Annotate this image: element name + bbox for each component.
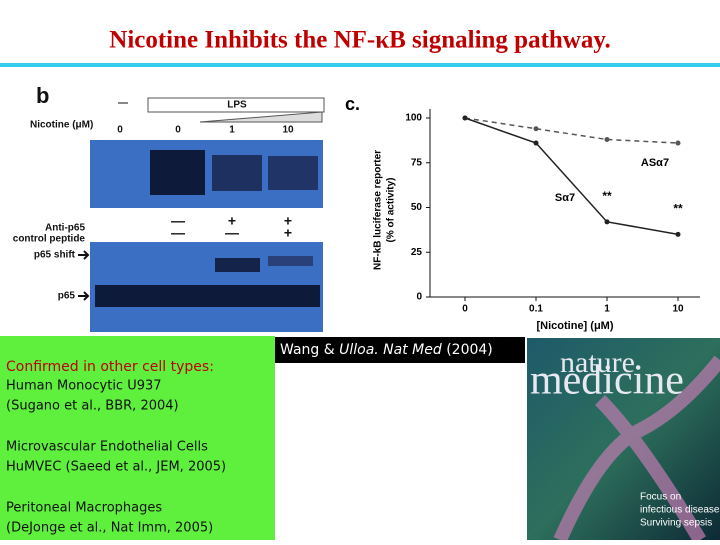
x-tick-label: 0.1 [529,304,543,315]
p65-label: p65 [58,291,76,302]
cover-brand: nature [560,346,635,379]
control-mark: — [225,225,239,241]
data-point [604,219,610,225]
anti-label: Anti-p65 [45,223,85,234]
x-tick-label: 0 [462,304,468,315]
series-label: ASα7 [641,157,669,169]
significance: ** [602,189,612,203]
band [215,258,260,272]
control-mark: — [171,225,185,241]
y-tick-label: 25 [411,247,423,258]
box-line: Microvascular Endothelial Cells [6,440,208,455]
band [268,256,313,266]
citation-part: Wang & [280,342,339,358]
box-line: HuMVEC (Saeed et al., JEM, 2005) [6,460,226,475]
cover-focus: infectious diseases [640,505,720,516]
blank-lane: — [118,98,128,109]
arrow [78,291,90,301]
lps-box [147,97,325,113]
anti-mark: + [284,213,292,229]
x-tick-label: 1 [604,304,610,315]
box-heading: Confirmed in other cell types: [6,359,214,375]
data-point [533,126,539,132]
series-label: Sα7 [555,192,575,204]
info-box [0,336,275,540]
cover-art [553,355,720,544]
band [268,156,318,190]
citation-part: (2004) [442,342,493,358]
anti-mark: — [171,213,185,229]
lps-label: LPS [227,100,247,111]
shift-label: p65 shift [34,250,76,261]
cover-focus: Focus on [640,492,681,503]
y-axis-label: NF-kB luciferase reporter [373,150,384,270]
y-tick-label: 0 [416,292,422,303]
dose-wedge [199,111,323,123]
nicotine-label: Nicotine (μM) [30,120,93,131]
band [150,150,205,195]
data-point [604,136,610,142]
panel-b [90,97,325,332]
box-line: Human Monocytic U937 [6,379,162,394]
y-tick-label: 50 [411,202,423,213]
y-tick-label: 100 [405,113,422,124]
citation: Wang & Ulloa. Nat Med (2004) [280,342,493,358]
significance: ** [673,202,683,216]
title-rule [0,63,720,67]
x-tick-label: 10 [672,304,684,315]
x-axis-label: [Nicotine] (μM) [537,320,614,332]
data-point [675,140,681,146]
citation-part: Ulloa. Nat Med [339,342,442,358]
box-line: (DeJonge et al., Nat Imm, 2005) [6,521,213,536]
panel-label: c. [345,94,360,114]
cover-story: Surviving sepsis [640,518,712,529]
dose-label: 10 [282,125,294,136]
data-point [462,115,468,121]
panel-label: b [36,83,49,108]
dose-label: 1 [229,125,235,136]
arrow [78,250,90,260]
box-line: (Sugano et al., BBR, 2004) [6,399,179,414]
dose-label: 0 [117,125,123,136]
slide-title: Nicotine Inhibits the NF-κB signaling pa… [109,27,610,54]
citation-box [275,337,525,363]
cover-journal: medicine [530,358,684,404]
data-point [675,231,681,237]
y-axis-label: (% of activity) [386,177,397,242]
series-line [464,117,679,144]
anti-mark: + [228,213,236,229]
series-line [464,117,679,236]
control-mark: + [284,225,292,241]
dose-label: 0 [175,125,181,136]
band [212,155,262,191]
box-line: Peritoneal Macrophages [6,501,162,516]
y-tick-label: 75 [411,157,423,168]
band [95,285,320,307]
control-label: control peptide [13,234,86,245]
data-point [533,140,539,146]
